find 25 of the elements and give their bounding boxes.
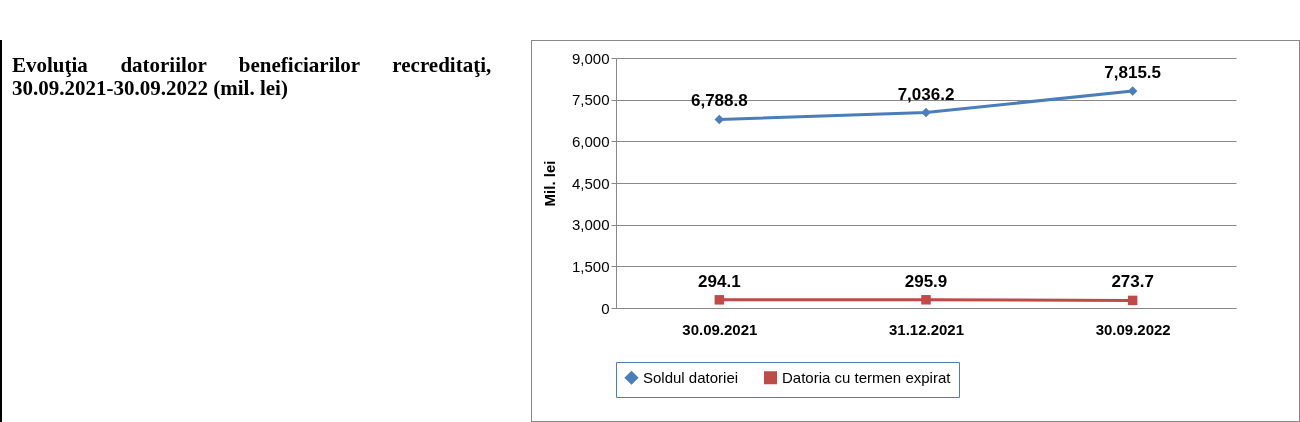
y-tick-label: 4,500 (572, 174, 610, 192)
x-tick-label: 30.09.2021 (682, 320, 758, 338)
y-tick-label: 0 (601, 299, 610, 317)
data-label: 6,788.8 (691, 91, 748, 111)
legend-label: Soldul datoriei (643, 368, 739, 386)
point (1128, 295, 1138, 306)
data-label: 294.1 (698, 271, 741, 291)
y-tick-label: 1,500 (572, 257, 610, 275)
point (921, 107, 931, 118)
y-tick-label: 7,500 (572, 91, 610, 109)
legend-label: Datoria cu termen expirat (782, 368, 952, 386)
point (1128, 86, 1138, 96)
y-tick-label: 6,000 (572, 132, 610, 150)
data-label: 295.9 (904, 271, 948, 291)
x-tick-label: 31.12.2021 (889, 320, 965, 338)
x-tick-label: 30.09.2022 (1095, 320, 1171, 338)
point (921, 295, 931, 305)
y-tick-label: 9,000 (572, 49, 610, 67)
data-label: 273.7 (1111, 272, 1155, 292)
data-label: 7,036.2 (897, 84, 955, 104)
y-axis-title: Mil. lei (541, 160, 559, 207)
y-tick-label: 3,000 (572, 216, 610, 234)
text: Evoluţia datoriilor beneficiarilor recreditaţi, 30.09.2021-30.09.2022 (mil. lei) (12, 53, 492, 100)
data-label: 7,815.5 (1104, 62, 1162, 82)
point (714, 295, 725, 305)
